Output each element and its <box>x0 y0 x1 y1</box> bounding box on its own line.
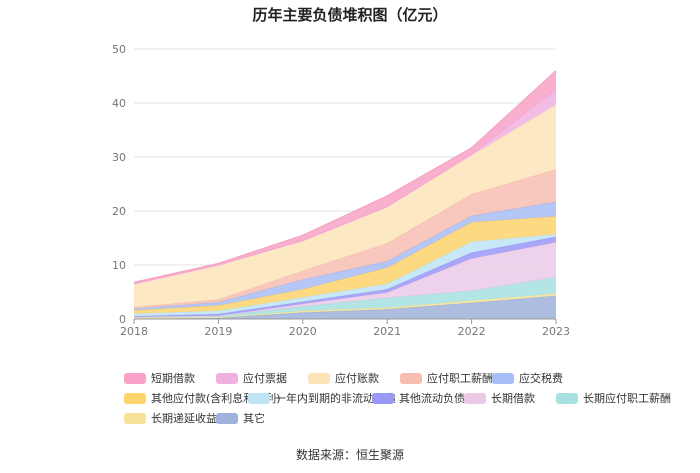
legend-swatch <box>464 392 486 404</box>
y-tick-label: 0 <box>119 313 126 326</box>
legend-swatch <box>216 412 238 424</box>
chart-title: 历年主要负债堆积图（亿元） <box>252 6 448 24</box>
area-9 <box>134 104 556 308</box>
data-source: 数据来源：恒生聚源 <box>295 448 404 462</box>
area-series <box>133 70 557 320</box>
legend-label: 长期应付职工薪酬 <box>583 392 671 405</box>
legend-item[interactable]: 应付账款 <box>308 368 400 388</box>
area-3 <box>134 242 556 317</box>
legend-label: 应付账款 <box>335 372 379 385</box>
x-tick-label: 2022 <box>458 325 486 338</box>
legend-label: 一年内到期的非流动负债 <box>275 392 396 405</box>
legend-row: 长期递延收益 其它 <box>124 408 684 428</box>
legend: 短期借款 应付票据 应付账款 应付职工薪酬 应交税费其他应付款(含利息和股利) 一年内到期… <box>124 368 684 428</box>
legend-swatch <box>308 372 330 384</box>
legend-label: 其它 <box>243 412 265 425</box>
area-line-11 <box>133 70 557 283</box>
legend-item[interactable]: 应交税费 <box>492 368 584 388</box>
area-7 <box>134 201 556 311</box>
legend-item[interactable]: 应付票据 <box>216 368 308 388</box>
legend-swatch <box>124 372 146 384</box>
legend-item[interactable]: 其它 <box>216 408 308 428</box>
axes: 0 10 20 30 40 50 2018 2019 2020 2021 2022 2023 <box>112 43 570 338</box>
x-tick-label: 2020 <box>289 325 317 338</box>
legend-label: 短期借款 <box>151 372 195 385</box>
legend-label: 长期递延收益 <box>151 412 217 425</box>
stacked-area-chart: 0 10 20 30 40 50 2018 2019 2020 2021 2022 2023 <box>112 43 570 338</box>
area-0 <box>134 295 556 319</box>
legend-swatch <box>124 392 146 404</box>
area-6 <box>134 216 556 314</box>
legend-swatch <box>556 392 578 404</box>
legend-swatch <box>124 412 146 424</box>
y-tick-label: 30 <box>112 151 126 164</box>
legend-label: 应付职工薪酬 <box>427 372 493 385</box>
x-tick-label: 2023 <box>542 325 570 338</box>
x-tick-label: 2018 <box>120 325 148 338</box>
x-tick-label: 2019 <box>204 325 232 338</box>
y-tick-label: 20 <box>112 205 126 218</box>
legend-swatch <box>216 372 238 384</box>
legend-swatch <box>492 372 514 384</box>
legend-row: 其他应付款(含利息和股利) 一年内到期的非流动负债 其他流动负债 长期借款 长期应付职工… <box>124 388 684 408</box>
legend-swatch <box>248 392 270 404</box>
area-5 <box>134 234 556 317</box>
legend-item[interactable]: 长期递延收益 <box>124 408 217 428</box>
legend-item[interactable]: 短期借款 <box>124 368 216 388</box>
y-tick-label: 40 <box>112 97 126 110</box>
legend-swatch <box>400 372 422 384</box>
legend-item[interactable]: 长期应付职工薪酬 <box>556 388 671 408</box>
legend-item[interactable]: 长期借款 <box>464 388 556 408</box>
legend-swatch <box>372 392 394 404</box>
x-tick-label: 2021 <box>373 325 401 338</box>
legend-label: 其他流动负债 <box>399 392 465 405</box>
legend-label: 应交税费 <box>519 372 563 385</box>
legend-item[interactable]: 其他应付款(含利息和股利) <box>124 388 281 408</box>
legend-label: 应付票据 <box>243 372 287 385</box>
legend-item[interactable]: 应付职工薪酬 <box>400 368 493 388</box>
y-tick-label: 10 <box>112 259 126 272</box>
legend-item[interactable]: 其他流动负债 <box>372 388 465 408</box>
legend-row: 短期借款 应付票据 应付账款 应付职工薪酬 应交税费 <box>124 368 684 388</box>
legend-item[interactable]: 一年内到期的非流动负债 <box>248 388 396 408</box>
area-8 <box>134 169 556 309</box>
legend-label: 长期借款 <box>491 392 535 405</box>
y-tick-label: 50 <box>112 43 126 56</box>
area-2 <box>134 277 556 318</box>
